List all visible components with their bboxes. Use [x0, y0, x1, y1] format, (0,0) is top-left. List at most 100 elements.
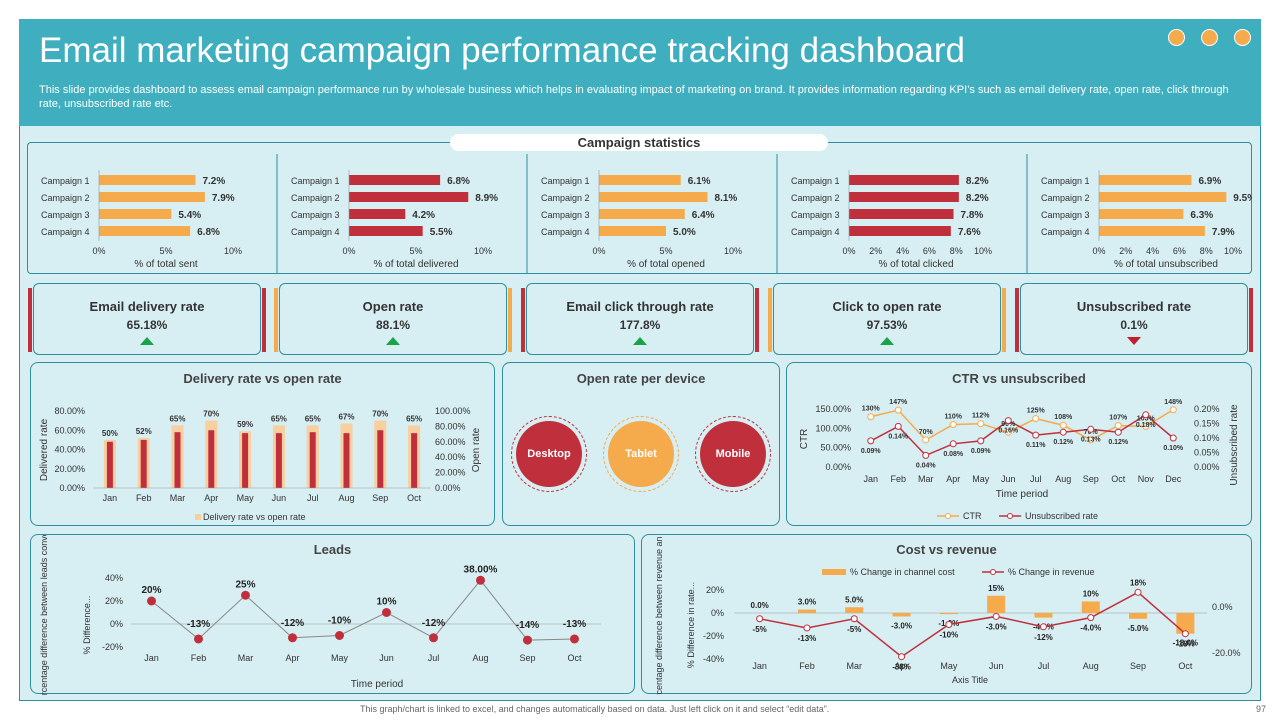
bar-open	[411, 433, 418, 488]
cost-revenue-panel: Cost vs revenue -40% -20% 0% 20% 0.0% -20.0% P…	[641, 534, 1252, 695]
x-tick-label: 0%	[592, 246, 605, 256]
kpi-label: Email click through rate	[566, 299, 714, 314]
data-label-unsubscribed: 0.04%	[916, 462, 937, 469]
data-label-unsubscribed: 0.14%	[888, 433, 909, 440]
series-line-leads	[151, 579, 575, 641]
x-tick-label: Mar	[238, 653, 254, 663]
cost-revenue-chart: -40% -20% 0% 20% 0.0% -20.0% Percentage differ…	[654, 535, 1241, 695]
data-label-cost: -3.0%	[891, 621, 912, 630]
y-tick-label: 100.00%	[815, 423, 851, 433]
x-tick-label: 0%	[92, 246, 105, 256]
bar	[349, 226, 423, 236]
bar	[599, 209, 685, 219]
point-ctr	[894, 406, 902, 414]
kpi-card-ctr: Email click through rate 177.8%	[521, 283, 759, 355]
device-label: Tablet	[608, 421, 674, 487]
series-line-revenue	[759, 591, 1186, 658]
x-tick-label: Jun	[379, 653, 394, 663]
bar	[599, 175, 681, 185]
campaign-statistics-panel	[27, 142, 1252, 274]
bar-cost	[1176, 613, 1195, 634]
y-tick-label: 20.00%	[54, 464, 85, 474]
point-leads	[194, 634, 203, 644]
x-tick-label: Aug	[338, 493, 354, 503]
point-leads	[429, 633, 438, 643]
kpi-label: Open rate	[362, 299, 424, 314]
x-tick-label: 10%	[724, 246, 742, 256]
x-tick-label: Apr	[895, 661, 909, 671]
data-label-unsubscribed: 0.11%	[1026, 442, 1046, 449]
data-label-unsubscribed: 0.12%	[1108, 439, 1129, 446]
y-tick-label: 0.00%	[59, 483, 85, 493]
panel-title: Cost vs revenue	[896, 542, 997, 557]
point-leads	[382, 608, 391, 617]
legend-label: Delivery rate vs open rate	[203, 512, 306, 522]
page-number: 97	[1255, 704, 1266, 714]
data-label-revenue: -5%	[847, 625, 861, 634]
data-label-unsubscribed: 0.13%	[1081, 436, 1102, 443]
y-tick-label: 0%	[711, 608, 724, 618]
x-tick-label: Oct	[567, 653, 582, 663]
kpi-card-cto: Click to open rate 97.53%	[768, 283, 1006, 355]
point-leads	[570, 634, 579, 644]
x-tick-label: 10%	[1224, 246, 1242, 256]
bar-category-label: Campaign 1	[541, 176, 590, 186]
y-axis-title: Delivered rate	[39, 418, 50, 481]
page-subtitle: This slide provides dashboard to assess …	[39, 84, 1229, 110]
bar-category-label: Campaign 3	[541, 210, 590, 220]
data-label-revenue: 18%	[1130, 578, 1146, 587]
bar-cost	[845, 607, 864, 613]
x-tick-label: Feb	[191, 653, 207, 663]
bar-data-label: 65%	[169, 414, 185, 423]
bar-open	[309, 432, 316, 488]
bar-data-label: 8.1%	[715, 193, 738, 204]
y-axis-title: Percentage difference between leads conv…	[39, 535, 49, 695]
bar-data-label: 8.9%	[475, 193, 498, 204]
data-label-revenue: -4.0%	[1080, 624, 1101, 633]
data-label-cost: 10%	[1083, 590, 1099, 599]
bar-data-label: 59%	[237, 420, 253, 429]
y2-tick-label: 0.15%	[1194, 419, 1220, 429]
bar	[1099, 175, 1192, 185]
point-ctr	[1004, 428, 1012, 436]
x-axis-title: Axis Title	[952, 675, 988, 685]
point-revenue	[1181, 630, 1189, 638]
data-label-leads: 25%	[235, 579, 255, 590]
data-label-revenue: -18%	[1176, 640, 1195, 649]
data-label-unsubscribed: 0.18%	[1136, 422, 1157, 429]
x-tick-label: Jun	[989, 661, 1004, 671]
legend-marker-ctr	[945, 513, 951, 519]
data-label-leads: -13%	[563, 619, 586, 630]
y2-tick-label: -20.0%	[1212, 648, 1241, 658]
y2-tick-label: 0.10%	[1194, 433, 1220, 443]
x-tick-label: 4%	[896, 246, 909, 256]
data-label-leads: -13%	[187, 619, 210, 630]
point-revenue	[803, 624, 811, 632]
bar-cost	[797, 609, 816, 613]
y-tick-label: -40%	[703, 654, 724, 664]
point-ctr	[867, 413, 875, 421]
bar-data-label: 7.8%	[961, 210, 984, 221]
x-tick-label: Aug	[1083, 661, 1099, 671]
dot-icon	[1234, 29, 1251, 46]
device-tablet: Tablet	[603, 416, 679, 492]
point-ctr	[1032, 415, 1040, 423]
data-label-revenue: -5%	[753, 625, 767, 634]
delivery-vs-open-panel: Delivery rate vs open rate 0.00% 20.00% 40…	[30, 362, 495, 526]
bar-data-label: 65%	[305, 414, 321, 423]
x-tick-label: 0%	[342, 246, 355, 256]
x-tick-label: Aug	[472, 653, 488, 663]
axis-title: % of total clicked	[878, 259, 953, 270]
bar-category-label: Campaign 3	[291, 210, 340, 220]
bar-open	[174, 432, 181, 488]
x-tick-label: May	[972, 474, 990, 484]
x-tick-label: Jan	[103, 493, 118, 503]
y-tick-label: -20%	[703, 631, 724, 641]
point-unsubscribed	[922, 451, 930, 459]
point-ctr	[1169, 406, 1177, 414]
bar-category-label: Campaign 1	[41, 176, 90, 186]
bar-cost	[939, 613, 958, 615]
axis-title: % of total unsubscribed	[1114, 259, 1218, 270]
kpi-value: 65.18%	[126, 318, 168, 332]
panel-title: Delivery rate vs open rate	[183, 371, 342, 386]
